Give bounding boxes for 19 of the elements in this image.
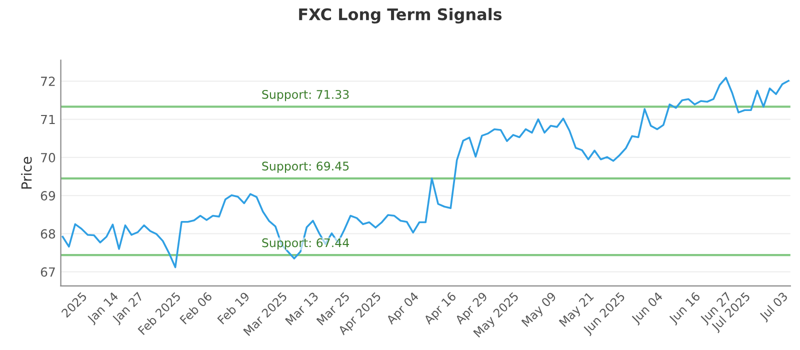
x-tick-label: Feb 06 bbox=[179, 291, 213, 325]
x-tick-label: Apr 16 bbox=[423, 291, 458, 327]
y-tick-label: 68 bbox=[40, 229, 56, 239]
ref-line-label: Support: 69.45 bbox=[262, 162, 349, 173]
y-tick-label: 71 bbox=[41, 114, 55, 124]
x-tick-label: Jul 03 bbox=[758, 291, 790, 323]
y-tick-label: 72 bbox=[41, 76, 55, 86]
y-tick-label: 67 bbox=[40, 267, 55, 277]
line-series bbox=[62, 76, 790, 268]
ref-line-label: Support: 67.44 bbox=[262, 238, 349, 250]
y-axis-title: Price bbox=[21, 156, 32, 189]
x-tick-label: Feb 19 bbox=[216, 291, 250, 325]
x-tick-label: Jun 04 bbox=[630, 291, 665, 326]
y-tick-label: 70 bbox=[41, 152, 56, 162]
x-tick-label: Jun 16 bbox=[668, 291, 702, 326]
y-tick-label: 69 bbox=[40, 191, 56, 200]
x-tick-label: Apr 04 bbox=[386, 291, 421, 327]
ref-line-label: Support: 71.33 bbox=[262, 90, 349, 102]
chart-title: FXC Long Term Signals bbox=[299, 8, 502, 24]
